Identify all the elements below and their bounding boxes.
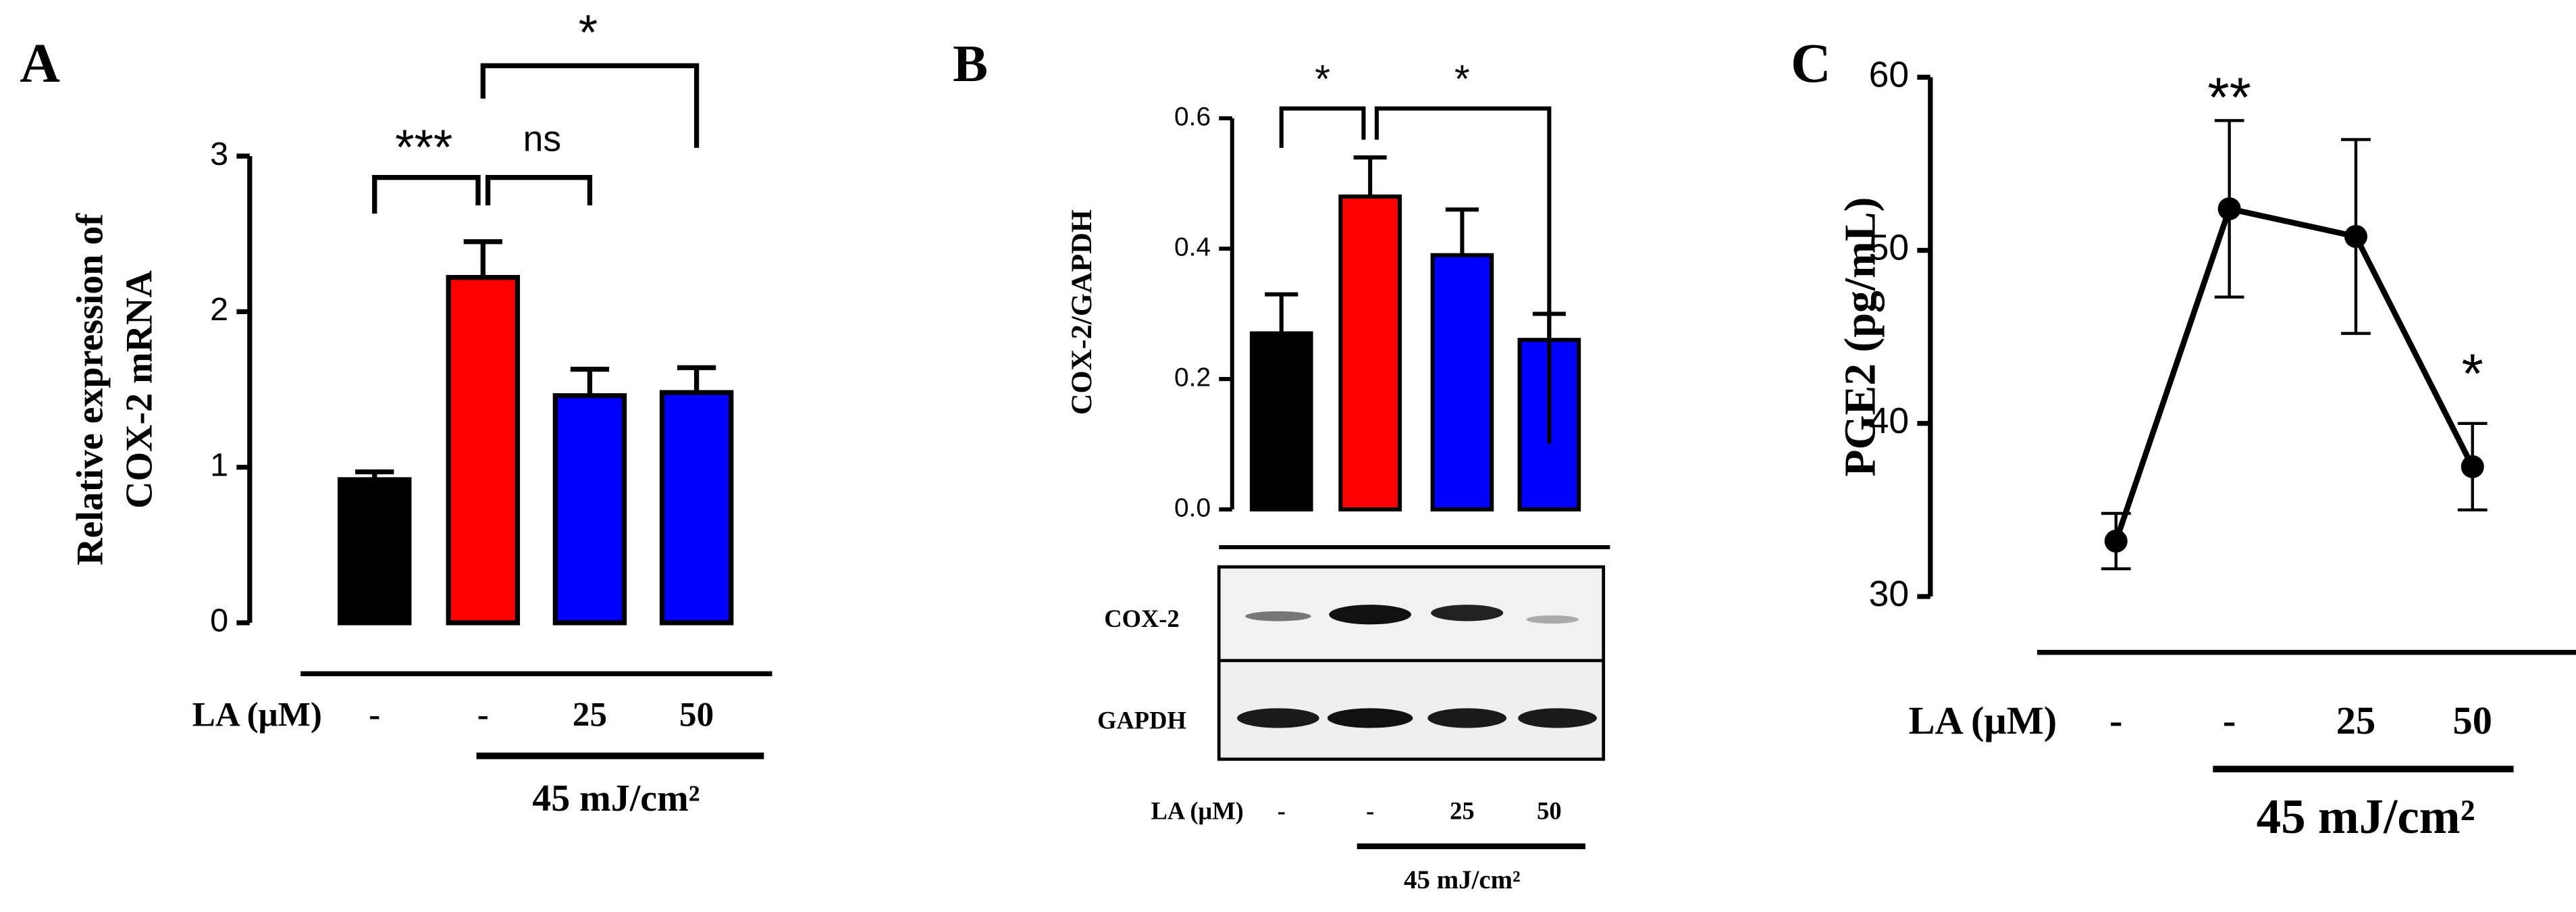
y-tick-label: 3 <box>210 136 228 172</box>
panel-label: B <box>953 34 988 93</box>
y-axis-label: Relative expression of <box>70 213 111 565</box>
row-label: LA (μM) <box>1909 699 2057 742</box>
x-tick-label: 50 <box>2453 699 2492 742</box>
point <box>2461 455 2484 478</box>
bar <box>337 477 412 626</box>
y-axis-label: COX-2 mRNA <box>119 270 161 509</box>
point <box>2104 529 2128 553</box>
significance-bracket <box>1374 106 1552 444</box>
blot-label: GAPDH <box>1097 707 1186 734</box>
x-tick-label: - <box>2109 699 2122 742</box>
blot <box>1217 565 1606 761</box>
significance-bracket <box>1279 106 1366 148</box>
bar <box>1249 331 1313 512</box>
x-tick-label: - <box>1278 796 1286 824</box>
x-tick-label: 25 <box>1450 796 1474 824</box>
x-tick-label: 50 <box>679 696 714 734</box>
significance-label: * <box>1315 57 1330 101</box>
significance-bracket <box>485 175 593 206</box>
line <box>2113 205 2475 542</box>
significance-label: *** <box>395 120 452 175</box>
bar <box>552 393 627 626</box>
y-tick-label: 2 <box>210 291 228 328</box>
bar <box>659 390 734 626</box>
y-tick-label: 0 <box>210 603 228 639</box>
y-tick-label: 30 <box>1869 574 1910 614</box>
point <box>2217 197 2241 221</box>
significance-bracket <box>480 63 700 148</box>
x-tick-label: - <box>477 696 489 734</box>
treatment-label: 45 mJ/cm² <box>1404 865 1521 894</box>
x-tick-label: - <box>369 696 380 734</box>
panel-label: C <box>1791 32 1831 94</box>
x-tick-label: - <box>2223 699 2236 742</box>
x-tick-label: 25 <box>2336 699 2375 742</box>
point <box>2344 225 2368 249</box>
y-tick-label: 0.6 <box>1174 102 1211 131</box>
blot-label: COX-2 <box>1104 605 1179 632</box>
significance-label: * <box>2462 342 2483 405</box>
bar <box>1430 253 1494 512</box>
significance-label: * <box>1454 57 1470 101</box>
y-tick-label: 0.0 <box>1174 493 1211 522</box>
y-tick-label: 60 <box>1869 55 1910 95</box>
panel-label: A <box>20 32 60 94</box>
y-axis-label: PGE2 (pg/mL) <box>1836 197 1885 477</box>
significance-bracket <box>372 175 481 214</box>
bar <box>1338 194 1402 512</box>
y-tick-label: 0.4 <box>1174 232 1211 261</box>
row-label: LA (μM) <box>1151 796 1244 824</box>
x-tick-label: - <box>1366 796 1374 824</box>
y-tick-label: 50 <box>1869 228 1910 268</box>
significance-label: ns <box>523 119 562 159</box>
x-tick-label: 25 <box>573 696 607 734</box>
y-tick-label: 40 <box>1869 401 1910 441</box>
treatment-label: 45 mJ/cm² <box>2257 789 2475 844</box>
y-axis-label: COX-2/GAPDH <box>1066 209 1098 415</box>
significance-label: ** <box>2207 66 2251 129</box>
significance-label: * <box>579 5 598 60</box>
x-tick-label: 50 <box>1537 796 1561 824</box>
y-tick-label: 0.2 <box>1174 363 1211 392</box>
row-label: LA (μM) <box>192 696 322 734</box>
bar <box>446 275 521 626</box>
treatment-label: 45 mJ/cm² <box>532 778 700 819</box>
y-tick-label: 1 <box>210 447 228 483</box>
